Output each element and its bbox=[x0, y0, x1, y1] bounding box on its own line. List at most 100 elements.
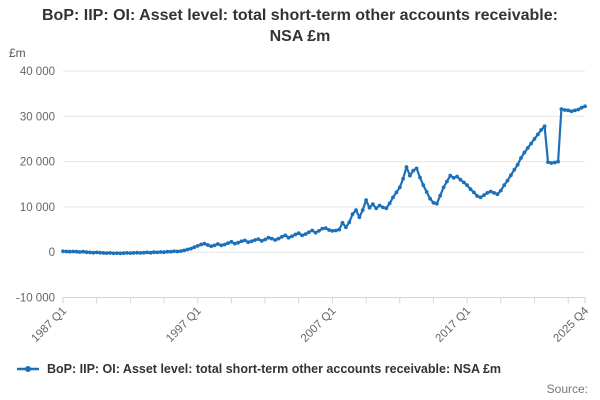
data-point-marker bbox=[411, 168, 416, 173]
y-axis-tick-label: 20 000 bbox=[20, 157, 55, 169]
data-point-marker bbox=[364, 198, 368, 203]
data-point-marker bbox=[310, 228, 315, 233]
data-point-marker bbox=[333, 228, 338, 233]
legend-item[interactable]: BoP: IIP: OI: Asset level: total short-t… bbox=[16, 362, 590, 376]
data-point-marker bbox=[579, 105, 584, 110]
data-point-marker bbox=[152, 250, 156, 255]
data-point-marker bbox=[323, 226, 328, 231]
data-point-marker bbox=[205, 243, 210, 247]
data-point-marker bbox=[280, 234, 284, 239]
data-point-marker bbox=[509, 173, 513, 178]
data-point-marker bbox=[243, 238, 247, 243]
data-point-marker bbox=[468, 187, 473, 192]
data-point-marker bbox=[556, 159, 560, 164]
data-point-marker bbox=[458, 177, 463, 182]
data-point-marker bbox=[414, 166, 419, 171]
data-point-marker bbox=[404, 165, 409, 169]
data-point-marker bbox=[478, 195, 483, 200]
data-point-marker bbox=[391, 195, 395, 200]
data-point-marker bbox=[249, 239, 254, 244]
data-point-marker bbox=[67, 249, 72, 254]
data-point-marker bbox=[283, 233, 288, 238]
data-point-marker bbox=[128, 251, 133, 256]
data-point-marker bbox=[199, 242, 204, 247]
data-point-marker bbox=[236, 240, 241, 245]
data-point-marker bbox=[121, 251, 126, 256]
data-point-marker bbox=[229, 239, 234, 244]
data-point-marker bbox=[64, 249, 69, 254]
data-point-marker bbox=[84, 250, 89, 255]
data-point-marker bbox=[320, 226, 325, 231]
data-point-marker bbox=[226, 241, 230, 246]
data-point-marker bbox=[562, 108, 567, 112]
data-point-marker bbox=[192, 245, 197, 250]
data-point-marker bbox=[259, 239, 264, 243]
data-point-marker bbox=[185, 247, 190, 252]
data-point-marker bbox=[394, 190, 399, 195]
data-point-marker bbox=[529, 141, 533, 146]
data-point-marker bbox=[431, 200, 436, 205]
data-point-marker bbox=[549, 161, 554, 165]
data-point-marker bbox=[559, 107, 564, 111]
data-point-marker bbox=[340, 220, 345, 225]
data-point-marker bbox=[104, 251, 109, 256]
data-point-marker bbox=[525, 146, 530, 150]
legend-label: BoP: IIP: OI: Asset level: total short-t… bbox=[47, 362, 502, 376]
data-point-marker bbox=[384, 206, 389, 211]
data-point-marker bbox=[202, 241, 207, 246]
source-label: Source: bbox=[546, 382, 588, 396]
data-point-marker bbox=[296, 231, 301, 236]
data-point-marker bbox=[519, 156, 523, 160]
data-point-marker bbox=[162, 250, 166, 255]
data-point-marker bbox=[94, 250, 99, 255]
data-point-marker bbox=[263, 237, 267, 242]
data-point-marker bbox=[98, 250, 102, 255]
data-point-marker bbox=[135, 250, 140, 255]
y-axis-tick-label: -10 000 bbox=[16, 293, 55, 305]
data-point-marker bbox=[387, 201, 392, 206]
x-axis-tick-label: 2017 Q1 bbox=[434, 305, 474, 345]
data-point-marker bbox=[286, 235, 291, 240]
data-point-marker bbox=[91, 250, 96, 255]
data-point-marker bbox=[451, 176, 456, 180]
y-axis-tick-label: 10 000 bbox=[20, 202, 55, 214]
data-point-marker bbox=[472, 190, 476, 195]
data-point-marker bbox=[195, 244, 200, 248]
data-point-marker bbox=[155, 250, 160, 255]
data-point-marker bbox=[306, 230, 311, 235]
data-point-marker bbox=[216, 242, 220, 246]
data-point-marker bbox=[232, 241, 237, 246]
data-point-marker bbox=[360, 208, 365, 213]
data-point-marker bbox=[74, 249, 79, 254]
data-point-marker bbox=[175, 249, 180, 254]
y-axis-tick-label: 30 000 bbox=[20, 111, 55, 123]
x-axis-tick-label: 1997 Q1 bbox=[164, 305, 204, 345]
data-point-marker bbox=[445, 179, 449, 184]
data-point-marker bbox=[209, 244, 214, 249]
data-point-marker bbox=[179, 249, 183, 254]
data-point-marker bbox=[418, 175, 422, 180]
x-axis-tick-label: 2007 Q1 bbox=[299, 305, 339, 345]
data-point-marker bbox=[158, 250, 163, 254]
data-point-marker bbox=[300, 233, 304, 238]
data-point-marker bbox=[542, 124, 547, 129]
data-point-marker bbox=[488, 189, 493, 194]
data-point-marker bbox=[61, 249, 65, 254]
data-point-marker bbox=[441, 185, 446, 190]
y-axis-tick-label: 40 000 bbox=[20, 66, 55, 78]
data-point-marker bbox=[101, 251, 106, 255]
data-point-marker bbox=[293, 232, 298, 237]
data-point-marker bbox=[475, 194, 480, 198]
data-point-marker bbox=[566, 108, 571, 113]
data-point-marker bbox=[401, 176, 405, 181]
data-point-marker bbox=[219, 243, 224, 248]
data-point-marker bbox=[502, 183, 507, 188]
data-point-marker bbox=[189, 246, 193, 251]
data-point-marker bbox=[461, 180, 466, 185]
data-point-marker bbox=[165, 249, 170, 254]
data-point-marker bbox=[438, 193, 443, 198]
data-point-marker bbox=[546, 160, 550, 164]
data-point-marker bbox=[512, 167, 517, 172]
